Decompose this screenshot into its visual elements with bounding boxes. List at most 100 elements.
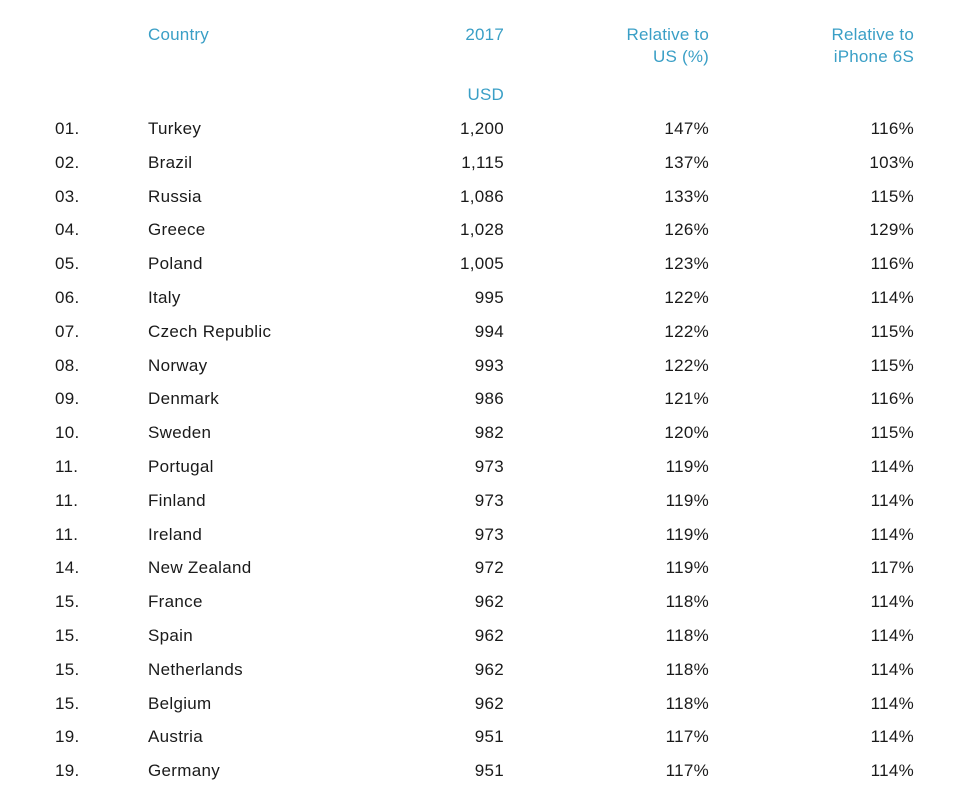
table-row: 15. Belgium 962 118% 114% (0, 693, 969, 715)
country-cell: Brazil (148, 152, 193, 172)
country-cell: Finland (148, 490, 206, 510)
relative-us-cell: 119% (665, 457, 709, 476)
country-cell: Austria (148, 727, 204, 747)
table-row: 19. Germany 951 117% 114% (0, 760, 969, 782)
rank-cell: 15. (55, 693, 80, 713)
header-unit: USD (467, 85, 504, 104)
relative-us-cell: 119% (665, 524, 709, 544)
price-cell: 982 (474, 423, 504, 443)
table-row: 14. New Zealand 972 119% 117% (0, 557, 969, 579)
country-cell: Greece (148, 220, 206, 240)
relative-us-cell: 123% (664, 254, 709, 274)
relative-iphone6s-cell: 114% (870, 659, 914, 679)
rank-cell: 15. (55, 659, 80, 679)
rank-cell: 06. (55, 288, 80, 307)
price-cell: 1,086 (459, 186, 504, 206)
country-cell: Denmark (148, 389, 220, 409)
rank-cell: 15. (55, 592, 80, 612)
relative-iphone6s-cell: 103% (869, 152, 914, 172)
relative-iphone6s-cell: 114% (870, 592, 914, 612)
relative-us-cell: 137% (664, 152, 709, 172)
relative-iphone6s-cell: 114% (870, 693, 914, 713)
table-row: 11. Portugal 973 119% 114% (0, 456, 969, 478)
country-cell: Belgium (148, 693, 212, 713)
table-row: 01. Turkey 1,200 147% 116% (0, 118, 969, 140)
price-cell: 972 (474, 558, 504, 578)
relative-iphone6s-cell: 115% (870, 423, 914, 443)
country-cell: France (148, 592, 203, 612)
relative-iphone6s-cell: 114% (870, 727, 914, 747)
country-cell: Norway (148, 355, 208, 375)
relative-us-cell: 122% (664, 288, 709, 307)
relative-us-cell: 119% (665, 558, 709, 578)
country-cell: Ireland (148, 524, 203, 544)
table-row: 04. Greece 1,028 126% 129% (0, 219, 969, 241)
rank-cell: 05. (55, 254, 80, 274)
price-cell: 986 (474, 389, 504, 409)
country-cell: New Zealand (148, 558, 252, 578)
price-cell: 973 (474, 490, 504, 510)
rank-cell: 04. (55, 220, 80, 240)
price-cell: 993 (474, 355, 504, 375)
relative-iphone6s-cell: 114% (870, 626, 914, 645)
price-cell: 1,115 (461, 152, 504, 172)
relative-us-cell: 117% (665, 761, 709, 781)
relative-iphone6s-cell: 114% (870, 457, 914, 476)
rank-cell: 19. (55, 761, 80, 781)
table-row: 11. Ireland 973 119% 114% (0, 524, 969, 546)
rank-cell: 01. (55, 119, 80, 138)
rank-cell: 07. (55, 321, 80, 341)
header-line: Relative to (831, 25, 914, 44)
header-relative-iphone6s: Relative to iPhone 6S (774, 24, 914, 68)
relative-iphone6s-cell: 114% (870, 490, 914, 510)
relative-us-cell: 117% (665, 727, 709, 747)
table-row: 15. Spain 962 118% 114% (0, 625, 969, 647)
rank-cell: 02. (55, 152, 80, 172)
rank-cell: 08. (55, 355, 80, 375)
rank-cell: 10. (55, 423, 80, 443)
price-cell: 962 (474, 592, 504, 612)
country-cell: Sweden (148, 423, 212, 443)
relative-iphone6s-cell: 116% (870, 119, 914, 138)
country-cell: Portugal (148, 457, 214, 476)
relative-iphone6s-cell: 114% (870, 761, 914, 781)
relative-us-cell: 147% (664, 119, 709, 138)
table-row: 02. Brazil 1,115 137% 103% (0, 152, 969, 174)
country-cell: Spain (148, 626, 193, 645)
table-row: 05. Poland 1,005 123% 116% (0, 253, 969, 275)
rank-cell: 19. (55, 727, 80, 747)
table-row: 10. Sweden 982 120% 115% (0, 422, 969, 444)
relative-iphone6s-cell: 114% (870, 288, 914, 307)
relative-us-cell: 118% (665, 592, 709, 612)
relative-us-cell: 121% (664, 389, 709, 409)
relative-us-cell: 118% (665, 659, 709, 679)
relative-iphone6s-cell: 116% (870, 389, 914, 409)
price-cell: 973 (474, 457, 504, 476)
price-cell: 994 (474, 321, 504, 341)
country-cell: Turkey (148, 119, 202, 138)
table-row: 09. Denmark 986 121% 116% (0, 388, 969, 410)
price-cell: 1,200 (459, 119, 504, 138)
relative-us-cell: 122% (664, 355, 709, 375)
rank-cell: 11. (55, 490, 79, 510)
table-row: 15. France 962 118% 114% (0, 591, 969, 613)
price-cell: 1,005 (459, 254, 504, 274)
price-cell: 962 (474, 659, 504, 679)
country-cell: Netherlands (148, 659, 243, 679)
price-cell: 951 (474, 727, 504, 747)
table-row: 06. Italy 995 122% 114% (0, 287, 969, 309)
table-row: 11. Finland 973 119% 114% (0, 490, 969, 512)
relative-us-cell: 118% (665, 693, 709, 713)
price-cell: 951 (474, 761, 504, 781)
country-cell: Germany (148, 761, 221, 781)
price-cell: 1,028 (459, 220, 504, 240)
price-cell: 962 (474, 626, 504, 645)
relative-us-cell: 118% (665, 626, 709, 645)
table-row: 15. Netherlands 962 118% 114% (0, 659, 969, 681)
header-line: iPhone 6S (833, 47, 914, 66)
header-relative-us: Relative to US (%) (569, 24, 709, 68)
rank-cell: 11. (55, 457, 79, 476)
relative-us-cell: 119% (665, 490, 709, 510)
relative-iphone6s-cell: 116% (870, 254, 914, 274)
